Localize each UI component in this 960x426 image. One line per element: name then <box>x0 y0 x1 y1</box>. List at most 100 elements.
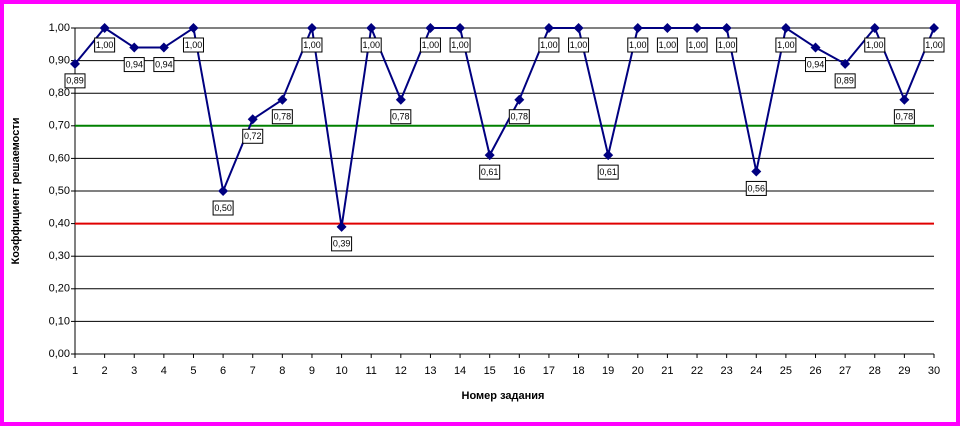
x-tick-label: 13 <box>424 365 436 377</box>
marker <box>366 23 377 33</box>
marker <box>306 23 317 33</box>
x-tick-label: 29 <box>898 365 910 377</box>
x-tick-label: 22 <box>691 365 703 377</box>
x-tick-label: 14 <box>454 365 466 377</box>
y-tick-label: 0,70 <box>49 120 70 132</box>
marker <box>514 94 525 105</box>
value-label-box <box>834 73 856 89</box>
value-label: 0,94 <box>155 59 173 69</box>
value-label: 0,89 <box>836 76 854 86</box>
y-tick-label: 0,50 <box>49 185 70 197</box>
marker <box>869 23 880 33</box>
x-tick-label: 16 <box>513 365 525 377</box>
x-tick-label: 12 <box>395 365 407 377</box>
value-label: 1,00 <box>659 40 677 50</box>
marker <box>662 23 673 33</box>
value-label: 0,61 <box>599 167 617 177</box>
value-label-box <box>153 57 175 73</box>
value-label-box <box>597 164 619 180</box>
y-axis-label: Коэффициент решаемости <box>10 117 22 264</box>
marker <box>158 42 169 53</box>
value-label: 0,78 <box>274 112 292 122</box>
x-tick-label: 23 <box>721 365 733 377</box>
value-label-box <box>716 37 738 53</box>
x-tick-label: 19 <box>602 365 614 377</box>
value-label: 1,00 <box>303 40 321 50</box>
marker <box>543 23 554 33</box>
marker <box>218 186 229 196</box>
value-label-box <box>656 37 678 53</box>
value-label-box <box>123 57 145 73</box>
marker <box>484 150 495 161</box>
x-tick-label: 17 <box>543 365 555 377</box>
value-label: 0,94 <box>807 59 825 69</box>
value-label-box <box>449 37 471 53</box>
marker <box>573 23 584 33</box>
value-label-box <box>271 109 293 125</box>
x-tick-label: 30 <box>928 365 940 377</box>
value-label-box <box>775 37 797 53</box>
y-tick-label: 0,10 <box>49 315 70 327</box>
value-label-box <box>301 37 323 53</box>
value-label: 0,78 <box>392 112 410 122</box>
x-tick-label: 8 <box>279 365 285 377</box>
y-tick-label: 0,20 <box>49 283 70 295</box>
x-tick-label: 15 <box>484 365 496 377</box>
value-label: 1,00 <box>777 40 795 50</box>
value-label: 0,94 <box>125 59 143 69</box>
value-label: 1,00 <box>718 40 736 50</box>
x-axis-label: Номер задания <box>462 390 545 402</box>
marker <box>929 23 939 33</box>
marker <box>395 94 406 105</box>
marker <box>277 94 288 105</box>
x-tick-label: 27 <box>839 365 851 377</box>
x-tick-label: 26 <box>809 365 821 377</box>
x-tick-label: 10 <box>335 365 347 377</box>
marker <box>129 42 140 53</box>
value-label-box <box>360 37 382 53</box>
marker <box>721 23 732 33</box>
x-tick-label: 11 <box>365 365 376 377</box>
value-label: 1,00 <box>925 40 943 50</box>
marker <box>247 114 258 125</box>
marker <box>425 23 436 33</box>
marker <box>99 23 110 33</box>
value-label-box <box>923 37 945 53</box>
x-tick-label: 4 <box>161 365 167 377</box>
y-tick-label: 0,80 <box>49 87 70 99</box>
x-tick-label: 24 <box>750 365 762 377</box>
marker <box>692 23 703 33</box>
marker <box>810 42 821 53</box>
x-tick-label: 28 <box>869 365 881 377</box>
y-tick-label: 0,00 <box>49 348 70 360</box>
x-tick-label: 5 <box>190 365 196 377</box>
x-tick-label: 20 <box>632 365 644 377</box>
value-label: 1,00 <box>96 40 114 50</box>
value-label-box <box>627 37 649 53</box>
value-label: 1,00 <box>362 40 380 50</box>
y-tick-label: 1,00 <box>49 22 70 34</box>
value-label-box <box>64 73 86 89</box>
y-tick-label: 0,90 <box>49 55 70 67</box>
x-tick-label: 6 <box>220 365 226 377</box>
marker <box>336 221 347 232</box>
y-tick-label: 0,40 <box>49 218 70 230</box>
value-label-box <box>212 200 234 216</box>
value-label-box <box>242 128 264 144</box>
value-label: 0,78 <box>896 112 914 122</box>
value-label: 0,72 <box>244 131 262 141</box>
marker <box>188 23 199 33</box>
marker <box>840 58 851 69</box>
value-label: 0,50 <box>214 203 232 213</box>
marker <box>632 23 643 33</box>
data-line <box>74 24 935 228</box>
value-label: 1,00 <box>422 40 440 50</box>
x-tick-label: 21 <box>661 365 673 377</box>
value-label-box <box>745 180 767 196</box>
marker <box>899 94 910 105</box>
x-tick-label: 25 <box>780 365 792 377</box>
value-label: 0,39 <box>333 239 351 249</box>
x-tick-label: 3 <box>131 365 137 377</box>
marker <box>780 23 791 33</box>
value-label: 1,00 <box>629 40 647 50</box>
